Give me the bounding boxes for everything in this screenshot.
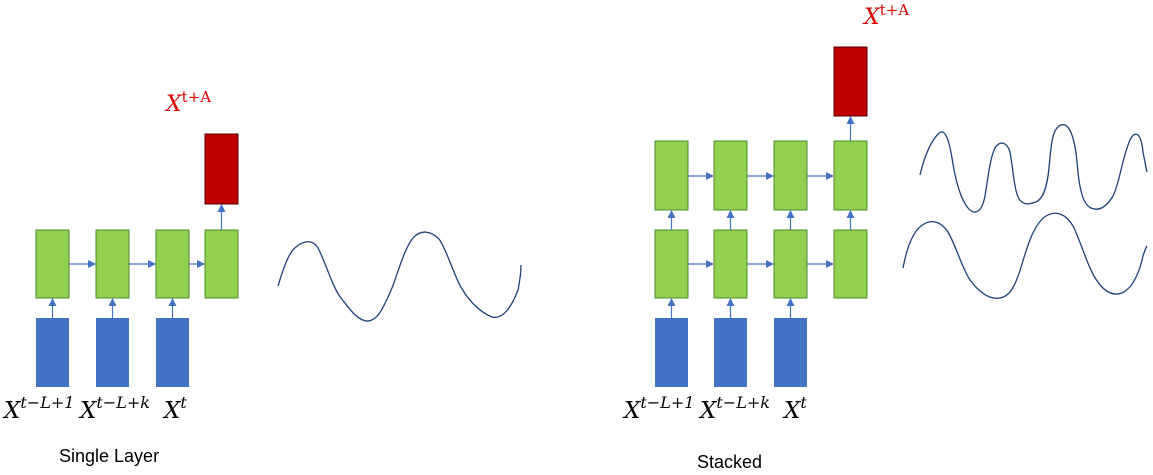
stacked-lower-cell-2 bbox=[713, 229, 748, 299]
single-input-label-3-sup: t bbox=[180, 393, 187, 412]
stacked-input-label-2: Xt−L+k bbox=[698, 393, 770, 424]
single-input-label-1: Xt−L+1 bbox=[2, 393, 74, 424]
single-output-label-sup: t+A bbox=[182, 88, 212, 106]
stacked-output-block bbox=[833, 46, 868, 117]
stacked-lower-cell-4 bbox=[833, 229, 868, 299]
stacked-input-label-2-sup: t−L+k bbox=[716, 393, 770, 412]
stacked-input-label-3-sup: t bbox=[800, 393, 807, 412]
stacked-input-block-3 bbox=[774, 318, 807, 387]
single-input-label-3: Xt bbox=[162, 393, 187, 424]
stacked-upper-cell-3 bbox=[773, 140, 808, 211]
single-output-label-base: X bbox=[164, 92, 183, 117]
single-input-block-2 bbox=[96, 318, 129, 387]
single-layer-diagram: Xt+A Xt−L+1 Xt−L+k Xt Single Layer bbox=[2, 88, 522, 466]
stacked-input-label-3-base: X bbox=[782, 398, 802, 424]
stacked-upper-cell-4 bbox=[833, 140, 868, 211]
single-input-label-2-sup: t−L+k bbox=[96, 393, 150, 412]
stacked-output-label-base: X bbox=[862, 5, 881, 30]
stacked-lower-cell-1 bbox=[654, 229, 689, 299]
single-output-label: Xt+A bbox=[164, 88, 211, 117]
single-hidden-cell-1 bbox=[35, 229, 70, 299]
single-output-block bbox=[204, 133, 239, 205]
stacked-upper-cell-2 bbox=[713, 140, 748, 211]
single-input-block-3 bbox=[156, 318, 189, 387]
single-hidden-cell-4 bbox=[204, 229, 239, 299]
stacked-output-label: Xt+A bbox=[862, 1, 909, 30]
stacked-caption: Stacked bbox=[697, 452, 762, 472]
stacked-upper-wave bbox=[919, 124, 1148, 213]
single-input-label-1-sup: t−L+1 bbox=[20, 393, 74, 412]
single-input-label-2-base: X bbox=[78, 398, 98, 424]
stacked-input-label-2-base: X bbox=[698, 398, 718, 424]
single-layer-caption: Single Layer bbox=[59, 446, 159, 466]
stacked-input-label-3: Xt bbox=[782, 393, 807, 424]
single-hidden-cell-3 bbox=[155, 229, 190, 299]
single-input-label-2: Xt−L+k bbox=[78, 393, 150, 424]
stacked-diagram: Xt+A Xt−L+1 Xt−L+k Xt Stacked bbox=[622, 1, 1148, 472]
stacked-lower-wave bbox=[902, 212, 1148, 299]
single-wave bbox=[277, 231, 522, 322]
stacked-lower-cell-3 bbox=[773, 229, 808, 299]
stacked-input-label-1: Xt−L+1 bbox=[622, 393, 694, 424]
stacked-input-label-1-base: X bbox=[622, 398, 642, 424]
single-input-label-3-base: X bbox=[162, 398, 182, 424]
stacked-input-block-1 bbox=[655, 318, 688, 387]
stacked-input-label-1-sup: t−L+1 bbox=[640, 393, 694, 412]
stacked-output-label-sup: t+A bbox=[880, 1, 910, 19]
stacked-input-block-2 bbox=[714, 318, 747, 387]
single-input-block-1 bbox=[36, 318, 69, 387]
single-hidden-cell-2 bbox=[95, 229, 130, 299]
stacked-upper-cell-1 bbox=[654, 140, 689, 211]
single-input-label-1-base: X bbox=[2, 398, 22, 424]
